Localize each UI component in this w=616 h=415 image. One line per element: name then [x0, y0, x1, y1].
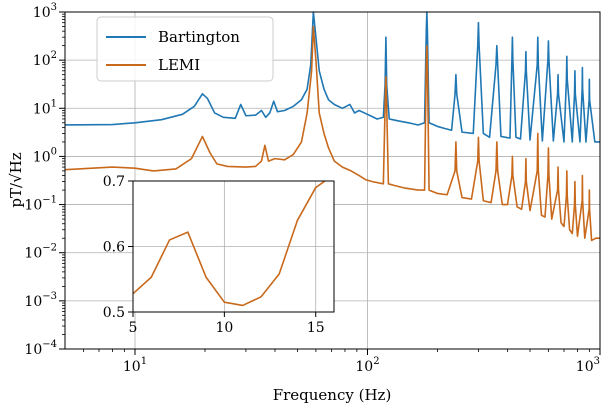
x-tick-label: 102: [355, 356, 379, 375]
y-tick-label: 103: [33, 2, 57, 21]
legend-label-bartington: Bartington: [158, 28, 240, 46]
y-tick-label: 10−2: [24, 243, 57, 262]
main-ticks: 101 102 103 10−4 10−3 10−2 10−1 100 101 102 103: [24, 2, 601, 375]
series-line-bartington: [64, 11, 600, 143]
inset-series: [132, 180, 326, 307]
y-tick-label: 10−4: [24, 339, 57, 358]
inset-x-tick-label: 15: [307, 320, 325, 336]
y-tick-label: 102: [33, 50, 57, 69]
inset-y-tick-label: 0.6: [103, 240, 125, 256]
y-tick-label: 101: [33, 98, 57, 117]
x-tick-label: 103: [576, 356, 600, 375]
inset-x-tick-label: 5: [129, 320, 138, 336]
x-axis-label: Frequency (Hz): [273, 386, 392, 404]
inset-series-line-lemi: [132, 180, 326, 307]
x-tick-label: 101: [123, 356, 147, 375]
inset-y-tick-label: 0.7: [103, 174, 125, 190]
y-tick-label: 100: [33, 146, 57, 165]
main-plot-frame: [64, 11, 601, 350]
main-series: [64, 11, 600, 242]
y-tick-label: 10−1: [24, 195, 57, 214]
inset-ticks: 5 10 15 0.5 0.6 0.7: [103, 174, 325, 336]
inset-y-tick-label: 0.5: [103, 305, 125, 321]
y-axis-label: pT/√Hz: [7, 152, 25, 207]
legend: Bartington LEMI: [96, 16, 274, 82]
series-line-lemi: [64, 25, 600, 242]
legend-label-lemi: LEMI: [158, 56, 200, 74]
inset-x-tick-label: 10: [215, 320, 233, 336]
y-tick-label: 10−3: [24, 291, 57, 310]
